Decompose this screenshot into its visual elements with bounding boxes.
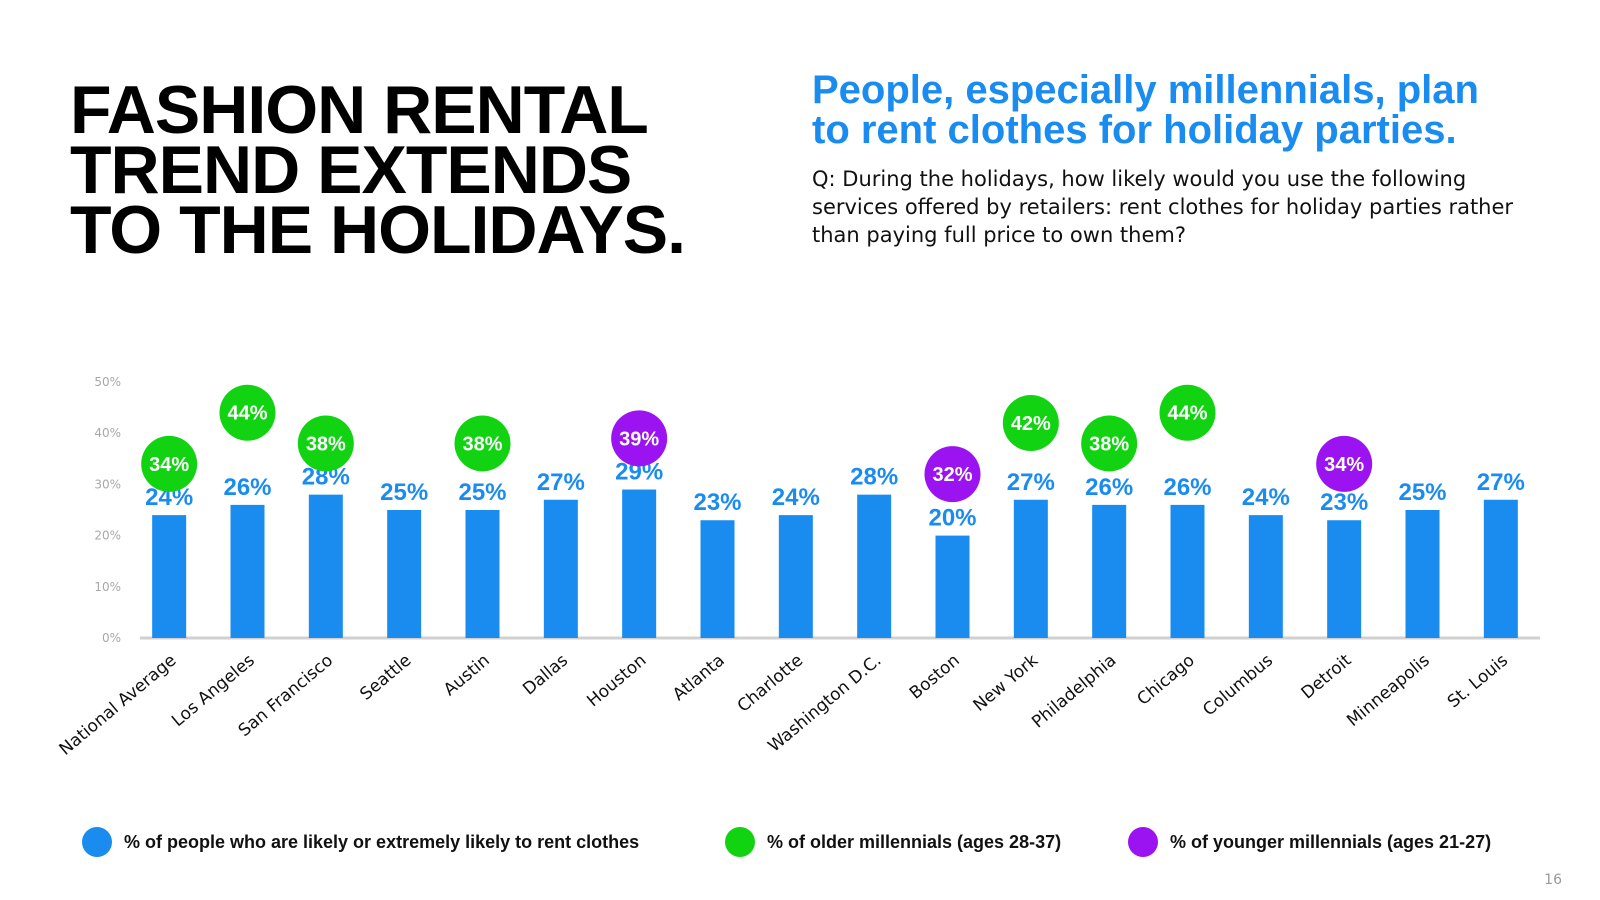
bar bbox=[387, 510, 422, 638]
bar bbox=[152, 515, 187, 638]
page-number: 16 bbox=[1544, 872, 1562, 888]
callout-label-older: 38% bbox=[462, 433, 502, 455]
x-tick-label: Boston bbox=[906, 651, 964, 704]
bar bbox=[1483, 499, 1518, 638]
bar bbox=[700, 520, 735, 638]
bar-value-label: 26% bbox=[1163, 474, 1211, 501]
y-tick-label: 50% bbox=[94, 375, 121, 389]
bar bbox=[1327, 520, 1362, 638]
x-tick-label: Chicago bbox=[1134, 651, 1199, 710]
callout-bubble-younger bbox=[924, 446, 981, 503]
bar-value-label: 26% bbox=[1085, 474, 1133, 501]
bar-value-label: 23% bbox=[1320, 489, 1368, 516]
x-tick-label: St. Louis bbox=[1444, 650, 1512, 712]
bar-value-label: 27% bbox=[537, 469, 585, 496]
bar bbox=[778, 515, 813, 638]
x-tick-label: Seattle bbox=[356, 651, 415, 705]
bar bbox=[1092, 504, 1127, 638]
callout-bubble-older bbox=[297, 415, 354, 472]
bar-value-label: 27% bbox=[1477, 469, 1525, 496]
bar-value-label: 26% bbox=[223, 474, 271, 501]
subtitle-line: to rent clothes for holiday parties. bbox=[812, 108, 1457, 152]
bar bbox=[857, 494, 892, 638]
legend-item-bar: % of people who are likely or extremely … bbox=[82, 827, 639, 857]
bar-value-label: 23% bbox=[693, 489, 741, 516]
bar-value-label: 24% bbox=[1242, 484, 1290, 511]
title-line: TREND EXTENDS bbox=[70, 132, 632, 208]
bar bbox=[935, 535, 970, 638]
y-tick-label: 40% bbox=[94, 426, 121, 440]
bar bbox=[308, 494, 343, 638]
bar-value-label: 24% bbox=[772, 484, 820, 511]
bar-value-label: 20% bbox=[928, 505, 976, 532]
callout-bubble-younger bbox=[1316, 435, 1373, 492]
callout-label-older: 38% bbox=[306, 433, 346, 455]
title-line: FASHION RENTAL bbox=[70, 72, 649, 148]
callout-label-older: 44% bbox=[1167, 403, 1207, 425]
callout-label-younger: 32% bbox=[932, 464, 972, 486]
page-title: FASHION RENTAL TREND EXTENDS TO THE HOLI… bbox=[70, 72, 686, 268]
bar-value-label: 27% bbox=[1007, 469, 1055, 496]
bar-value-label: 25% bbox=[380, 479, 428, 506]
legend-swatch-bar bbox=[82, 827, 112, 857]
bar bbox=[1170, 504, 1205, 638]
callout-label-older: 38% bbox=[1089, 433, 1129, 455]
title-line: TO THE HOLIDAYS. bbox=[70, 192, 686, 268]
bar-value-label: 28% bbox=[850, 464, 898, 491]
x-tick-label: Philadelphia bbox=[1028, 651, 1120, 733]
legend-item-older: % of older millennials (ages 28-37) bbox=[725, 827, 1061, 857]
bar-value-label: 25% bbox=[458, 479, 506, 506]
y-tick-label: 30% bbox=[94, 477, 121, 491]
bar bbox=[622, 489, 657, 638]
callout-label-older: 34% bbox=[149, 454, 189, 476]
bar bbox=[543, 499, 578, 638]
legend-item-younger: % of younger millennials (ages 21-27) bbox=[1128, 827, 1491, 857]
x-tick-label: Atlanta bbox=[669, 651, 729, 706]
callout-bubble-older bbox=[1159, 384, 1216, 441]
x-tick-label: New York bbox=[970, 650, 1043, 715]
y-tick-label: 20% bbox=[94, 529, 121, 543]
x-tick-label: Detroit bbox=[1298, 650, 1356, 703]
x-tick-label: Dallas bbox=[519, 650, 572, 699]
y-tick-label: 10% bbox=[94, 580, 121, 594]
callout-bubble-younger bbox=[611, 410, 668, 467]
x-tick-label: Houston bbox=[583, 651, 650, 712]
callout-label-older: 42% bbox=[1011, 413, 1051, 435]
legend-swatch-older bbox=[725, 827, 755, 857]
legend-label-younger: % of younger millennials (ages 21-27) bbox=[1170, 831, 1492, 852]
callout-bubble-older bbox=[141, 435, 198, 492]
x-tick-label: Charlotte bbox=[734, 651, 807, 717]
callout-label-older: 44% bbox=[227, 403, 267, 425]
survey-question: Q: During the holidays, how likely would… bbox=[812, 167, 1514, 247]
bar bbox=[1248, 515, 1283, 638]
subtitle-line: People, especially millennials, plan bbox=[812, 68, 1479, 112]
bar bbox=[1013, 499, 1048, 638]
x-tick-label: National Average bbox=[56, 651, 181, 760]
callout-bubble-older bbox=[454, 415, 511, 472]
bar bbox=[1405, 510, 1440, 638]
callout-label-younger: 34% bbox=[1324, 454, 1364, 476]
bar bbox=[465, 510, 500, 638]
y-tick-label: 0% bbox=[102, 631, 121, 645]
callout-bubble-older bbox=[219, 384, 276, 441]
bar bbox=[230, 504, 265, 638]
chart-subtitle: People, especially millennials, plan to … bbox=[812, 70, 1572, 150]
x-tick-label: Minneapolis bbox=[1343, 650, 1434, 731]
callout-bubble-older bbox=[1081, 415, 1138, 472]
callout-bubble-older bbox=[1002, 394, 1059, 451]
legend-label-older: % of older millennials (ages 28-37) bbox=[767, 831, 1062, 852]
legend-label-bar: % of people who are likely or extremely … bbox=[124, 831, 640, 852]
x-tick-label: Austin bbox=[440, 651, 494, 701]
x-tick-label: Columbus bbox=[1199, 650, 1277, 720]
callout-label-younger: 39% bbox=[619, 428, 659, 450]
bar-value-label: 25% bbox=[1398, 479, 1446, 506]
legend-swatch-younger bbox=[1128, 827, 1158, 857]
